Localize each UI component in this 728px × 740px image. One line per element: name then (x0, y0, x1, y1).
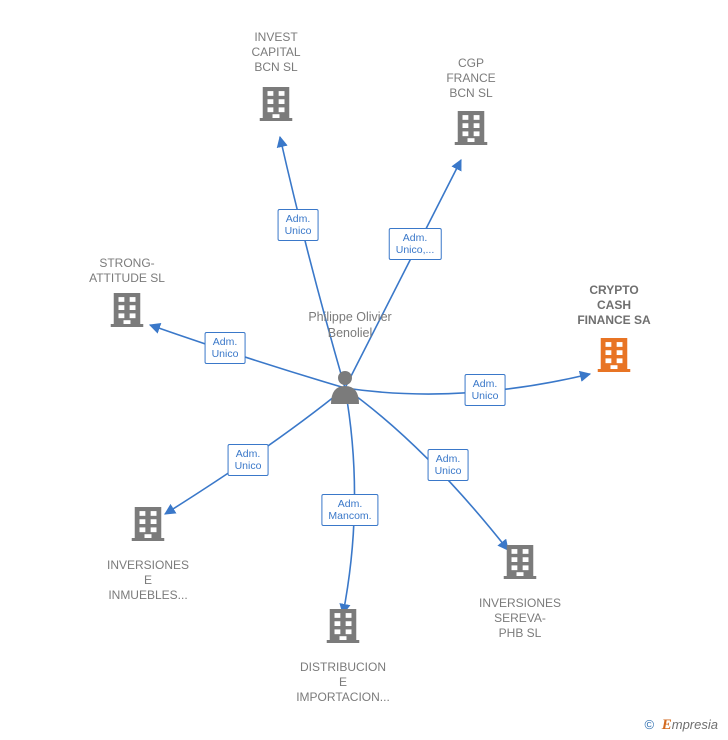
company-node-distrib[interactable]: DISTRIBUCION E IMPORTACION... (288, 660, 398, 705)
company-node-invest[interactable]: INVEST CAPITAL BCN SL (221, 30, 331, 75)
edge-label-sereva: Adm. Unico (428, 449, 469, 481)
edge-label-inv_inm: Adm. Unico (228, 444, 269, 476)
company-label: STRONG- ATTITUDE SL (72, 256, 182, 286)
edge-label-strong: Adm. Unico (205, 332, 246, 364)
edge-invest (280, 137, 345, 388)
copyright-symbol: © (645, 717, 655, 732)
edge-label-crypto: Adm. Unico (465, 374, 506, 406)
edge-label-invest: Adm. Unico (278, 209, 319, 241)
company-node-inv_inm[interactable]: INVERSIONES E INMUEBLES... (93, 558, 203, 603)
company-label: DISTRIBUCION E IMPORTACION... (288, 660, 398, 705)
company-label: INVEST CAPITAL BCN SL (221, 30, 331, 75)
company-label: INVERSIONES E INMUEBLES... (93, 558, 203, 603)
graph-svg (0, 0, 728, 740)
company-node-strong[interactable]: STRONG- ATTITUDE SL (72, 256, 182, 286)
center-person-label: Philippe Olivier Benoliel (300, 310, 400, 341)
edge-label-distrib: Adm. Mancom. (321, 494, 378, 526)
brand-rest: mpresia (672, 717, 718, 732)
company-node-cgp[interactable]: CGP FRANCE BCN SL (416, 56, 526, 101)
edge-cgp (345, 160, 461, 388)
watermark: © Empresia (645, 717, 718, 734)
company-label: INVERSIONES SEREVA- PHB SL (465, 596, 575, 641)
company-label: CRYPTO CASH FINANCE SA (559, 283, 669, 328)
company-node-crypto[interactable]: CRYPTO CASH FINANCE SA (559, 283, 669, 328)
company-label: CGP FRANCE BCN SL (416, 56, 526, 101)
company-node-sereva[interactable]: INVERSIONES SEREVA- PHB SL (465, 596, 575, 641)
edge-label-cgp: Adm. Unico,... (389, 228, 442, 260)
brand-initial: E (662, 717, 672, 733)
